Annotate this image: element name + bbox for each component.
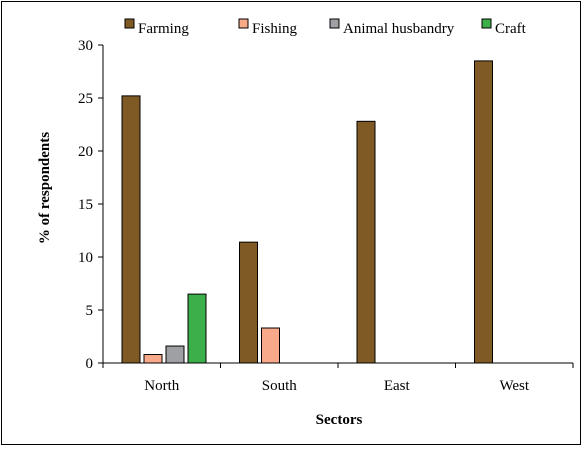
legend-label: Farming [138, 21, 189, 37]
y-axis: 0 5 10 15 20 25 30 [78, 38, 104, 372]
bar-fishing [261, 327, 280, 364]
bar-farming [356, 120, 376, 364]
legend: Farming Fishing Animal husbandry Craft [124, 18, 527, 37]
y-tick-label: 30 [78, 38, 93, 54]
bars [121, 60, 493, 364]
y-tick-label: 15 [78, 197, 93, 213]
y-tick-label: 25 [78, 91, 93, 107]
legend-label: Fishing [252, 21, 298, 37]
bar-farming [474, 60, 493, 364]
bar-craft [187, 293, 207, 364]
legend-swatch [329, 18, 340, 29]
bar-farming [121, 95, 141, 364]
x-tick-label: West [499, 378, 529, 394]
legend-swatch [238, 18, 249, 29]
y-tick-label: 5 [86, 303, 94, 319]
legend-swatch [481, 18, 492, 29]
bar-animal-husbandry [165, 345, 185, 364]
x-axis: North South East West [102, 362, 574, 394]
y-tick-label: 20 [78, 144, 93, 160]
y-axis-label: % of respondents [37, 132, 53, 244]
x-tick-label: East [384, 378, 411, 394]
legend-label: Craft [495, 21, 527, 37]
x-tick-label: North [144, 378, 179, 394]
bar-farming [239, 241, 258, 364]
y-tick-label: 10 [78, 250, 93, 266]
y-tick-label: 0 [86, 356, 94, 372]
legend-swatch [124, 18, 135, 29]
bar-fishing [143, 354, 163, 364]
x-axis-label: Sectors [316, 412, 363, 428]
x-tick-label: South [262, 378, 298, 394]
bar-chart: Farming Fishing Animal husbandry Craft 0 5 10… [37, 18, 574, 428]
legend-label: Animal husbandry [343, 21, 455, 37]
